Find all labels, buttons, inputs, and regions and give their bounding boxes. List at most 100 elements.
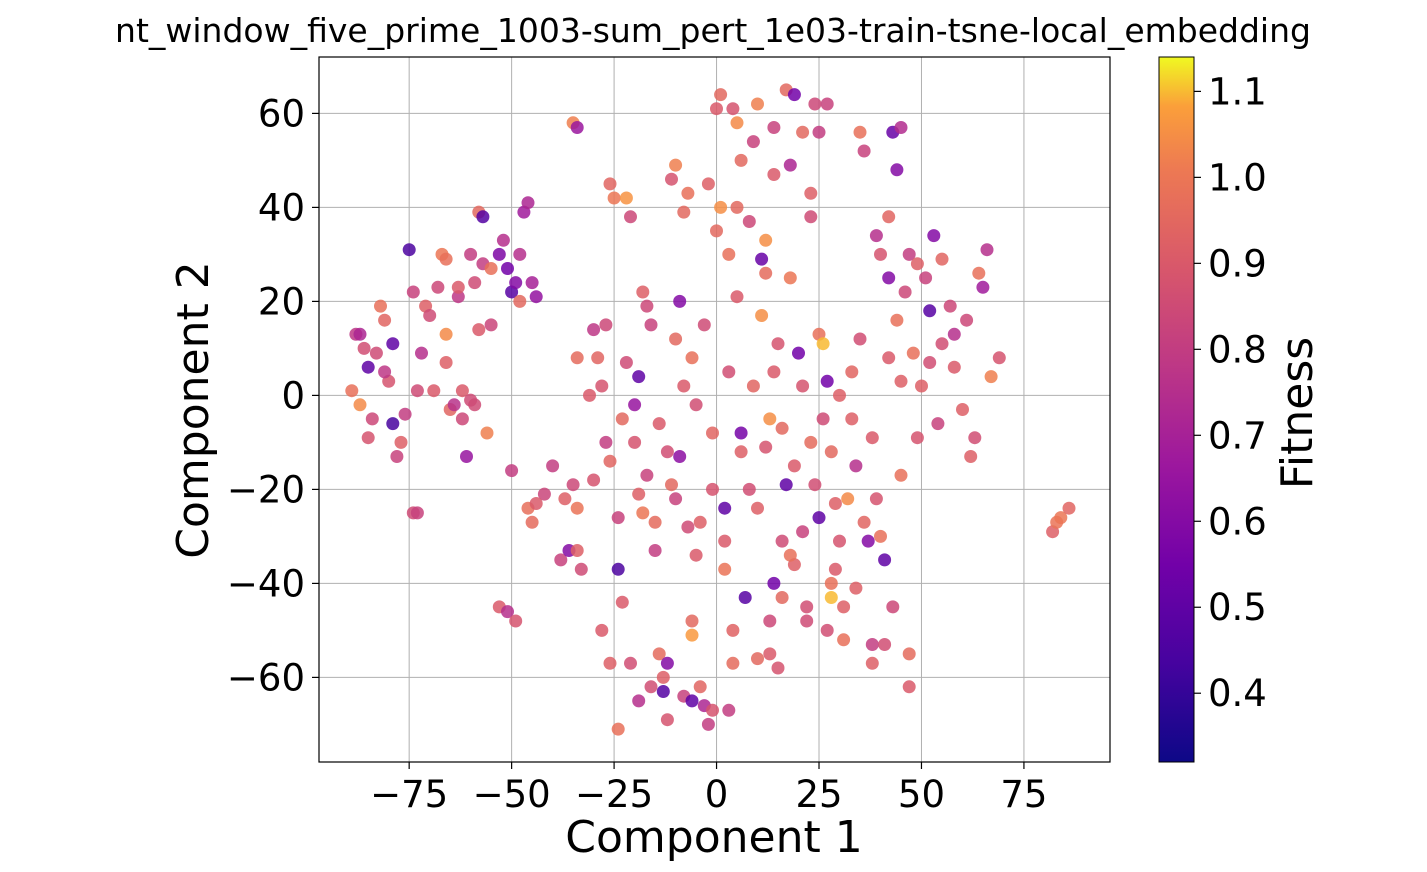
data-point — [775, 534, 789, 548]
data-point — [767, 576, 781, 590]
y-tick-label: 60 — [258, 92, 305, 135]
data-point — [833, 534, 846, 548]
data-point — [796, 525, 810, 539]
y-tick-label: −40 — [227, 562, 305, 605]
data-point — [783, 548, 797, 562]
data-point — [669, 492, 683, 506]
data-point — [603, 454, 617, 468]
chart-title: nt_window_five_prime_1003-sum_pert_1e03-… — [115, 11, 1311, 50]
data-point — [759, 266, 773, 280]
data-point — [935, 337, 949, 351]
y-tick-label: −20 — [227, 468, 305, 511]
data-point — [513, 294, 527, 308]
y-axis: −60 −40 −20 0 20 40 60 — [227, 92, 319, 699]
data-point — [632, 370, 646, 384]
data-point — [714, 200, 728, 214]
data-point — [390, 450, 404, 463]
data-point — [455, 412, 469, 426]
data-point — [759, 440, 773, 454]
data-point — [369, 346, 383, 360]
colorbar-tick-label: 0.7 — [1208, 414, 1267, 457]
data-point — [480, 426, 494, 440]
data-point — [554, 553, 568, 567]
data-point — [816, 337, 830, 351]
data-point — [673, 294, 687, 308]
data-point — [648, 544, 662, 557]
data-point — [513, 247, 527, 261]
data-point — [742, 482, 756, 496]
data-point — [660, 445, 674, 459]
data-point — [894, 374, 908, 388]
data-point — [947, 360, 961, 374]
data-point — [460, 450, 473, 463]
colorbar — [1158, 56, 1195, 763]
data-point — [1054, 511, 1068, 525]
data-point — [771, 337, 785, 351]
colorbar-tick-label: 1.1 — [1208, 70, 1267, 113]
data-point — [406, 285, 420, 299]
data-point — [546, 459, 560, 473]
data-point — [681, 186, 695, 200]
data-point — [591, 351, 605, 365]
data-point — [484, 262, 498, 275]
data-point — [767, 365, 781, 379]
data-point — [496, 233, 510, 247]
data-point — [763, 614, 777, 628]
data-point — [689, 398, 703, 412]
data-point — [525, 276, 539, 290]
colorbar-tick-label: 0.8 — [1208, 328, 1267, 371]
data-point — [800, 600, 814, 614]
data-point — [714, 88, 728, 102]
data-point — [968, 431, 982, 445]
data-point — [599, 435, 613, 449]
data-point — [587, 323, 601, 337]
data-point — [923, 304, 937, 318]
data-point — [476, 210, 490, 224]
data-point — [644, 318, 658, 332]
data-point — [603, 656, 617, 670]
data-point — [947, 327, 961, 341]
data-point — [706, 482, 719, 496]
data-point — [464, 247, 478, 261]
data-point — [706, 426, 719, 440]
y-tick-label: 40 — [258, 186, 305, 229]
data-point — [451, 280, 465, 294]
data-point — [845, 365, 859, 379]
data-point — [751, 652, 764, 666]
data-point — [587, 473, 601, 487]
data-point — [710, 102, 723, 116]
data-point — [501, 262, 514, 275]
data-point — [927, 229, 941, 243]
data-point — [660, 656, 674, 670]
data-point — [972, 266, 986, 280]
data-point — [869, 492, 883, 506]
data-point — [726, 102, 740, 116]
data-point — [820, 97, 834, 111]
y-tick-label: 0 — [281, 374, 305, 417]
data-point — [451, 290, 465, 304]
data-point — [415, 346, 428, 360]
data-point — [828, 562, 842, 576]
data-point — [468, 276, 482, 290]
data-point — [570, 351, 584, 365]
data-point — [710, 224, 723, 238]
data-point — [734, 153, 748, 167]
y-tick-label: −60 — [227, 656, 305, 699]
x-tick-label: 75 — [1000, 773, 1047, 816]
data-point — [447, 398, 461, 412]
data-point — [804, 210, 818, 224]
data-point — [755, 252, 769, 266]
data-point — [439, 252, 453, 266]
data-point — [857, 144, 871, 158]
data-point — [874, 529, 887, 543]
plot-frame — [318, 56, 1111, 763]
data-point — [960, 313, 974, 327]
colorbar-tick-label: 0.6 — [1208, 500, 1267, 543]
data-point — [677, 205, 691, 219]
data-point — [652, 417, 666, 431]
data-point — [529, 497, 543, 510]
data-point — [763, 647, 777, 661]
data-point — [812, 511, 826, 525]
data-point — [931, 417, 945, 431]
data-point — [423, 309, 437, 322]
